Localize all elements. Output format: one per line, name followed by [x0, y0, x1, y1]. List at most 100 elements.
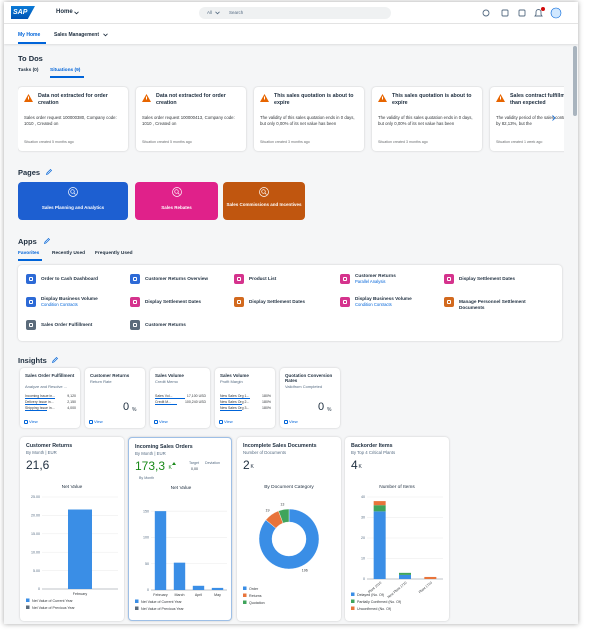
app-item[interactable]: Display Business Volume Condition Contrac… — [340, 296, 440, 310]
warning-icon — [260, 94, 269, 102]
page-tile[interactable]: Sales Planning and Analytics — [18, 182, 128, 220]
tab[interactable]: Tasks (0) — [18, 68, 39, 73]
legend-label: Partially Confirmed (No. Of) — [357, 600, 401, 604]
tile-row-label: Incoming Issue in... — [25, 394, 56, 398]
bell-icon[interactable] — [534, 9, 543, 17]
data-label: 19 — [266, 509, 270, 513]
search-scope[interactable]: All — [207, 10, 213, 15]
insight-card[interactable]: Backorder Items By Top 4 Critical Plants 4… — [345, 437, 449, 621]
tab[interactable]: Situations (9) — [50, 68, 81, 73]
card-title: Incomplete Sales Documents — [243, 443, 317, 449]
app-icon-glyph — [447, 300, 451, 304]
y-tick-label: 40 — [361, 495, 365, 499]
insight-card[interactable]: Incomplete Sales Documents Number of Docu… — [237, 437, 341, 621]
app-item[interactable]: Customer Returns Parallel Analysis — [340, 273, 440, 287]
page-tile[interactable]: Sales Commissions and Incentives — [223, 182, 305, 220]
legend-swatch — [135, 606, 139, 610]
card-note: By Month — [139, 476, 155, 480]
tile-subtitle: Return Rate — [90, 378, 112, 384]
tile-row-label: Delivery Issue in... — [25, 400, 54, 404]
insight-card[interactable]: Incoming Sales Orders By Month | EUR 173,3… — [128, 437, 232, 621]
app-item[interactable]: Customer Returns Overview — [130, 273, 230, 287]
app-item[interactable]: Display Settlement Dates — [444, 273, 544, 287]
app-name: Manage Personnel Settlement Documents — [459, 299, 526, 310]
legend-swatch — [26, 605, 30, 609]
avatar[interactable] — [550, 7, 562, 19]
page-tile[interactable]: Sales Rebates — [135, 182, 218, 220]
app-subtitle: Condition Contracts — [355, 302, 392, 307]
app-icon-glyph — [237, 300, 241, 304]
chart-title: Net Value — [171, 485, 192, 491]
tile-row-bar — [25, 398, 55, 400]
app-item[interactable]: Display Settlement Dates — [234, 296, 334, 310]
situation-card[interactable]: Sales contract fulfillment is lower than… — [490, 87, 564, 151]
help-icon[interactable] — [482, 9, 490, 17]
tile-title: Quotation Conversion Rates — [285, 373, 333, 384]
nav-tab[interactable]: Sales Management — [54, 32, 100, 38]
app-item[interactable]: Sales Order Fulfillment — [26, 319, 126, 333]
notification-badge — [541, 7, 545, 11]
tile-footer-icon — [219, 419, 223, 424]
apps-icon[interactable] — [518, 9, 526, 17]
tab[interactable]: Favorites — [18, 251, 40, 256]
trend-arrow — [172, 462, 176, 465]
app-item[interactable]: Order to Cash Dashboard — [26, 273, 126, 287]
card-title: This sales quotation is about to expire — [274, 93, 354, 106]
insight-tile[interactable]: Customer Returns Return Rate 0% View — [85, 368, 145, 428]
app-icon-glyph — [237, 277, 241, 281]
bar-segment — [373, 501, 386, 506]
bar — [173, 562, 186, 590]
app-item[interactable]: Display Settlement Dates — [130, 296, 230, 310]
card-title: Customer Returns — [26, 443, 73, 449]
situation-card[interactable]: This sales quotation is about to expire T… — [372, 87, 482, 151]
tile-row-label: Sales Vol... — [155, 394, 173, 398]
tile-kpi-unit: % — [132, 407, 137, 413]
warning-mark — [500, 96, 501, 100]
app-item[interactable]: Customer Returns — [130, 319, 230, 333]
app-name: Order to Cash Dashboard — [41, 276, 99, 281]
home-menu[interactable]: Home — [56, 9, 73, 15]
tile-row-value: 17,100 USD — [186, 394, 206, 398]
tab[interactable]: Frequently Used — [95, 251, 133, 256]
insight-tile[interactable]: Sales Volume Credit Memo Sales Vol... 17,10… — [150, 368, 210, 428]
data-label: 13 — [280, 503, 284, 507]
legend-label: Net Value of Current Year — [141, 600, 182, 604]
deviation-label: Deviation — [205, 461, 220, 465]
nav-tab-underline — [18, 42, 46, 44]
section-title: Apps — [18, 237, 37, 246]
tab[interactable]: Recently Used — [52, 251, 86, 256]
search-field[interactable] — [199, 7, 391, 19]
legend-swatch — [243, 586, 247, 590]
insight-tile[interactable]: Sales Order Fulfillment Analyze and Resol… — [20, 368, 80, 428]
situation-card[interactable]: This sales quotation is about to expire T… — [254, 87, 364, 151]
card-title: Data not extracted for order creation — [38, 93, 108, 106]
warning-icon — [24, 94, 33, 102]
notes-icon[interactable] — [501, 9, 509, 17]
app-item[interactable]: Display Business Volume Condition Contrac… — [26, 296, 126, 310]
apps-panel: Order to Cash Dashboard Customer Returns … — [18, 265, 562, 341]
card-footer: Situation created 3 months ago — [378, 140, 428, 144]
donut-slice — [258, 508, 320, 570]
insight-tile[interactable]: Sales Volume Profit Margin New Sales Org 1… — [215, 368, 275, 428]
app-icon-glyph — [447, 277, 451, 281]
app-item[interactable]: Product List — [234, 273, 334, 287]
tile-footer-icon — [154, 419, 158, 424]
app-icon — [340, 274, 350, 284]
situation-card[interactable]: Data not extracted for order creation Sal… — [136, 87, 246, 151]
nav-tab[interactable]: My Home — [18, 32, 41, 38]
x-tick-label: February — [73, 592, 88, 596]
warning-icon — [496, 94, 505, 102]
tab-underline — [50, 76, 84, 78]
app-item[interactable]: Manage Personnel Settlement Documents — [444, 296, 544, 310]
situation-card[interactable]: Data not extracted for order creation Sal… — [18, 87, 128, 151]
scrollbar[interactable] — [573, 46, 577, 116]
tile-subtitle: Profit Margin — [220, 378, 243, 384]
app-name: Display Settlement Dates — [459, 276, 516, 281]
insight-tile[interactable]: Quotation Conversion Rates Validfrom Comp… — [280, 368, 340, 428]
insight-card[interactable]: Customer Returns By Month | EUR 21,6 Net Va… — [20, 437, 124, 621]
y-tick-label: 15.00 — [31, 532, 40, 536]
sap-logo[interactable]: SAP — [11, 6, 35, 19]
search-placeholder[interactable]: Search — [229, 10, 244, 15]
nav-bar — [4, 24, 578, 44]
section-title: Pages — [18, 168, 41, 177]
